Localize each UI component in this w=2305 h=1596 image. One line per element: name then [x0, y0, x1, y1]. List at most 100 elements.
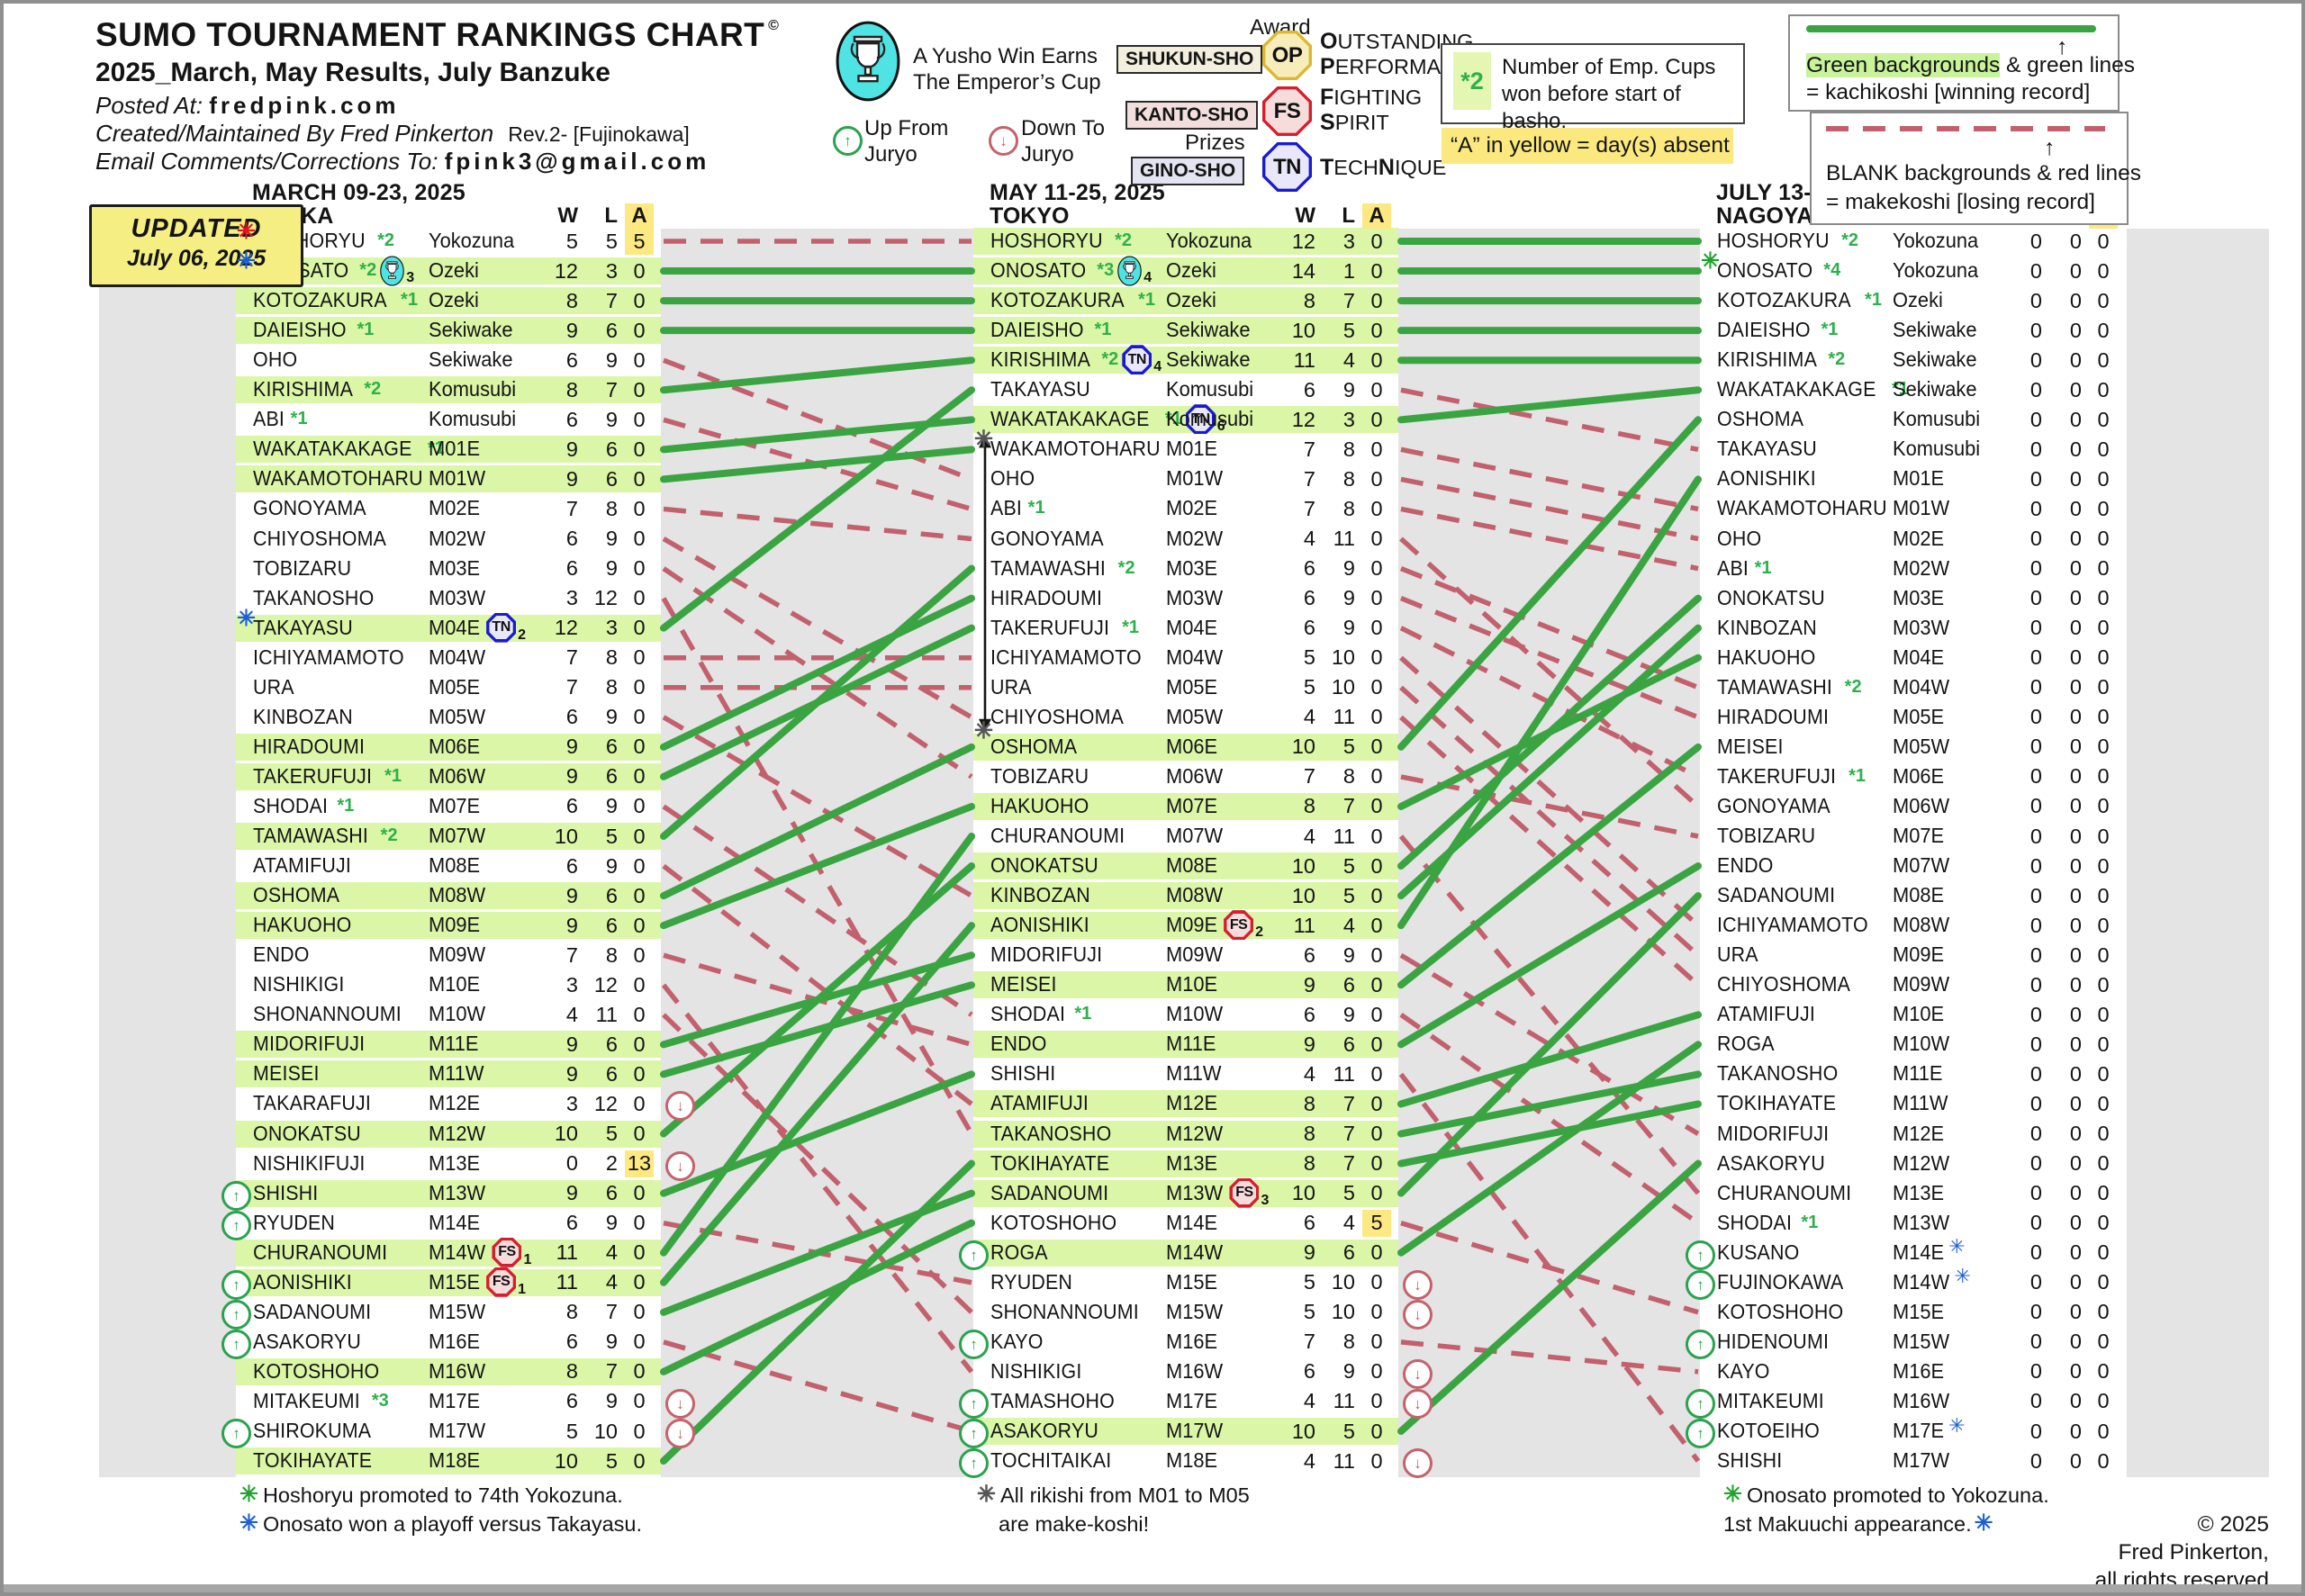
rikishi-name: CHURANOUMI — [990, 824, 1125, 847]
absent-value: 0 — [2097, 437, 2110, 461]
rikishi-name: ONOSATO — [1717, 258, 1813, 283]
rikishi-rank-cell: Komusubi — [1893, 404, 1984, 434]
rikishi-name: OSHOMA — [1717, 407, 1804, 431]
rikishi-row: GONOYAMA M02W 4 11 0 — [973, 525, 1398, 553]
absent-value: 0 — [633, 794, 646, 818]
rikishi-rank-cell: M07W — [429, 821, 488, 851]
rikishi-name: TAKERUFUJI — [1717, 763, 1837, 788]
wins-value: 8 — [1303, 1122, 1315, 1145]
rikishi-name: ABI — [990, 496, 1023, 520]
rikishi-name-cell: ONOKATSU — [1717, 583, 1833, 613]
wins-value: 8 — [1303, 1151, 1315, 1176]
rikishi-row: GONOYAMA M06W 0 0 0 — [1700, 792, 2125, 820]
losses-value: 3 — [605, 258, 618, 283]
absent-value: 0 — [1370, 883, 1383, 907]
rikishi-name: ASAKORYU — [1717, 1150, 1825, 1175]
wins-value: 6 — [1303, 586, 1315, 610]
rikishi-name-cell: KOTOZAKURA *1 — [1717, 285, 1882, 315]
rikishi-rank-cell: M04W — [1893, 672, 1952, 702]
rikishi-rank: M14E — [1166, 1210, 1218, 1234]
updated-date: July 06, 2025 — [126, 246, 267, 271]
up-arrow-glyph: ↑ — [1686, 1329, 1715, 1359]
rikishi-rank-cell: M01W — [429, 464, 488, 493]
rikishi-row: TOKIHAYATE M13E 8 7 0 — [973, 1150, 1398, 1177]
kachikoshi-legend-box: ↑ Green backgrounds & green lines = kach… — [1788, 14, 2135, 112]
yusho-count-star: *1 — [1849, 765, 1867, 786]
absent-value: 0 — [2097, 1330, 2110, 1354]
rikishi-name-cell: TOKIHAYATE — [253, 1446, 381, 1475]
absent-value: 0 — [633, 1270, 646, 1294]
absent-value: 0 — [1370, 586, 1383, 610]
rikishi-row: ROGA M10W 0 0 0 — [1700, 1029, 2125, 1059]
rikishi-rank: Ozeki — [429, 258, 479, 283]
shukun-sho-box: SHUKUN-SHO — [1116, 45, 1263, 74]
absent-value: 0 — [2097, 853, 2110, 878]
rikishi-row: TAKERUFUJI *1 M04E 6 9 0 — [973, 614, 1398, 642]
absent-value: 0 — [633, 853, 646, 878]
losses-value: 0 — [2069, 1419, 2082, 1443]
losses-value: 7 — [1342, 288, 1355, 312]
rikishi-name-cell: SADANOUMI — [990, 1178, 1117, 1208]
up-arrow-glyph: ↑ — [221, 1180, 251, 1211]
rikishi-name: ICHIYAMAMOTO — [253, 645, 404, 669]
rikishi-name-cell: TAKAYASU — [990, 374, 1098, 404]
absent-value: 0 — [2097, 586, 2110, 610]
rikishi-rank: Sekiwake — [1893, 347, 1977, 372]
losses-value: 7 — [1342, 794, 1355, 818]
losses-value: 8 — [1342, 466, 1355, 491]
footnote-text: All rikishi from M01 to M05 — [999, 1483, 1250, 1507]
up-arrow-glyph: ↑ — [1686, 1388, 1715, 1419]
green-line-sample — [1806, 25, 2096, 32]
rikishi-name-cell: DAIEISHO *1 — [1717, 315, 1838, 345]
rikishi-row: SHIROKUMA M17W 5 10 0 — [236, 1418, 661, 1445]
rikishi-name: AONISHIKI — [990, 913, 1089, 937]
rikishi-rank: M09E — [429, 913, 481, 937]
wins-value: 0 — [2029, 527, 2042, 550]
rikishi-rank-cell: M05W — [429, 702, 488, 732]
up-arrow-glyph: ↑ — [959, 1240, 989, 1270]
rikishi-name-cell: FUJINOKAWA — [1717, 1267, 1853, 1297]
absent-value: 0 — [633, 527, 646, 550]
rikishi-rank-cell: M14W ✳ — [1893, 1265, 1971, 1297]
rikishi-row: SADANOUMI M15W 8 7 0 — [236, 1298, 661, 1326]
absent-value: 0 — [633, 1181, 646, 1205]
absent-value: 0 — [1370, 1359, 1383, 1384]
wins-value: 6 — [565, 527, 578, 550]
rikishi-name: KAYO — [990, 1329, 1044, 1353]
rikishi-name-cell: TAMASHOHO — [990, 1386, 1124, 1416]
up-from-juryo-label: Up From Juryo — [864, 115, 948, 167]
rikishi-row: ONOSATO *4 Yokozuna 0 0 0 — [1700, 256, 2125, 285]
absent-value: 0 — [1370, 1330, 1383, 1354]
losses-value: 0 — [2069, 556, 2082, 581]
losses-value: 6 — [605, 437, 618, 461]
losses-value: 0 — [2069, 675, 2082, 699]
rikishi-name-cell: HAKUOHO — [1717, 643, 1823, 672]
rikishi-name-cell: ATAMIFUJI — [253, 851, 358, 880]
absent-value: 0 — [2097, 616, 2110, 640]
losses-value: 0 — [2069, 972, 2082, 996]
rikishi-name-cell: ROGA — [1717, 1029, 1779, 1059]
rikishi-rank: Yokozuna — [429, 229, 515, 252]
losses-value: 0 — [2069, 1181, 2082, 1205]
rikishi-rank: M04W — [1166, 645, 1224, 669]
absent-value: 0 — [1370, 1181, 1383, 1205]
rikishi-name-cell: MEISEI — [990, 969, 1062, 999]
rikishi-rank: M12W — [429, 1121, 486, 1145]
yusho-count-star: *1 — [1094, 320, 1112, 340]
rikishi-name-cell: KINBOZAN — [253, 702, 360, 732]
wins-value: 7 — [565, 496, 578, 520]
rikishi-name-cell: AONISHIKI — [990, 910, 1097, 940]
rikishi-name: SHIROKUMA — [253, 1419, 372, 1442]
emp-cups-note-box: *2 Number of Emp. Cups won before start … — [1441, 43, 1745, 133]
rikishi-rank: M07W — [1893, 853, 1950, 878]
column-footnote: ✳ All rikishi from M01 to M05 — [976, 1481, 1250, 1509]
rikishi-name-cell: MEISEI — [1717, 732, 1788, 762]
rikishi-rank-cell: M07E — [1166, 791, 1220, 821]
rikishi-name-cell: WAKAMOTOHARU — [990, 434, 1173, 464]
rikishi-rank: M15W — [1166, 1299, 1224, 1323]
up-from-juryo-icon: ↑ — [959, 1448, 989, 1479]
absent-value: 0 — [633, 586, 646, 610]
rikishi-rank-cell: Yokozuna — [1893, 256, 1983, 285]
rikishi-name: MEISEI — [990, 972, 1057, 996]
rikishi-rank: M10W — [429, 1002, 486, 1026]
